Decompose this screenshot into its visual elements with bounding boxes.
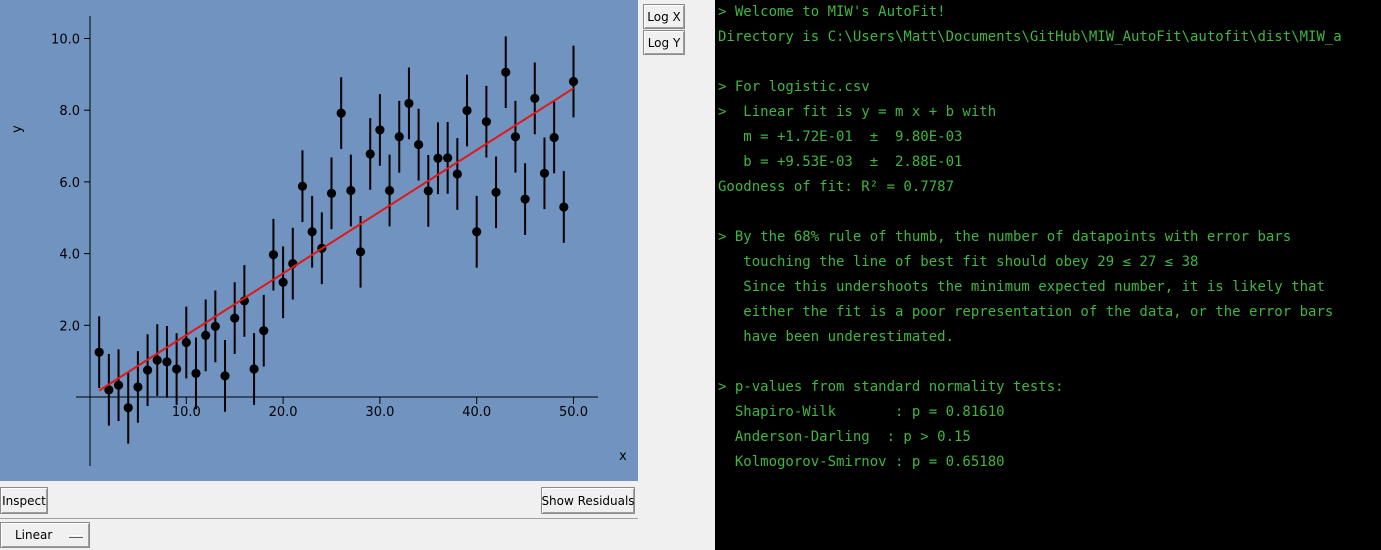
x-tick-label: 40.0 [462, 405, 491, 420]
data-point [210, 321, 220, 331]
console-line: Goodness of fit: R² = 0.7787 [718, 179, 955, 195]
data-point [326, 188, 337, 198]
data-point [559, 202, 569, 212]
y-tick-label: 10.0 [51, 33, 80, 48]
data-point [423, 186, 433, 196]
y-tick-label: 4.0 [59, 248, 80, 263]
data-point [549, 132, 559, 143]
data-point [220, 371, 230, 381]
dropdown-indicator-icon [69, 535, 83, 538]
y-tick-label: 8.0 [59, 104, 80, 119]
x-tick-label: 50.0 [559, 405, 588, 420]
fit-type-dropdown[interactable]: Linear [0, 522, 90, 548]
fit-line [98, 87, 575, 392]
x-tick-label: 10.0 [172, 405, 201, 420]
divider [0, 518, 638, 519]
data-point [452, 169, 462, 179]
data-point [539, 168, 550, 178]
inspect-button[interactable]: Inspect [0, 487, 48, 514]
data-point [491, 187, 501, 197]
data-point [355, 247, 366, 257]
data-point [172, 364, 182, 374]
data-point [472, 227, 482, 237]
console-line: either the fit is a poor representation … [718, 304, 1334, 320]
log-y-button[interactable]: Log Y [643, 30, 685, 55]
data-point [201, 330, 211, 340]
console-line: > p-values from standard normality tests… [718, 379, 1064, 395]
data-point [375, 125, 385, 135]
fit-line-group [98, 87, 575, 392]
data-point [297, 181, 308, 191]
fit-type-selected: Linear [15, 528, 53, 542]
data-point [501, 67, 511, 77]
console-line: touching the line of best fit should obe… [718, 254, 1199, 270]
console-line: > Linear fit is y = m x + b with [718, 104, 997, 120]
data-point [443, 153, 453, 163]
data-point [365, 149, 375, 159]
data-point [568, 76, 579, 87]
console-line: Shapiro-Wilk : p = 0.81610 [718, 404, 1005, 420]
console-line: Directory is C:\Users\Matt\Documents\Git… [718, 29, 1342, 45]
data-point [230, 313, 240, 323]
data-point [162, 357, 172, 367]
data-point [104, 385, 114, 395]
x-axis-ticks: 10.0 20.0 30.0 40.0 50.0 [172, 397, 588, 420]
console-line: > For logistic.csv [718, 79, 870, 95]
data-point [394, 132, 404, 142]
y-axis-ticks: 2.0 4.0 6.0 8.0 10.0 [51, 33, 90, 334]
data-point [191, 368, 201, 378]
data-point [336, 108, 346, 118]
data-point [404, 98, 414, 108]
data-point [414, 140, 424, 150]
data-point [152, 355, 162, 365]
plot-panel: 10.0 20.0 30.0 40.0 50.0 2.0 4.0 6.0 8.0 10.0 x … [0, 0, 638, 481]
x-tick-label: 30.0 [365, 405, 394, 420]
data-point [510, 132, 521, 142]
console-line: Kolmogorov-Smirnov : p = 0.65180 [718, 454, 1005, 470]
y-axis-label: y [10, 125, 25, 133]
console-line: have been underestimated. [718, 329, 955, 345]
show-residuals-button[interactable]: Show Residuals [541, 487, 635, 514]
data-point [142, 365, 153, 375]
console-line: Since this undershoots the minimum expec… [718, 279, 1325, 295]
data-point [268, 250, 279, 260]
console-output: > Welcome to MIW's AutoFit! Directory is … [715, 0, 1381, 550]
data-point [249, 364, 259, 374]
console-line: Anderson-Darling : p > 0.15 [718, 429, 971, 445]
x-axis-label: x [619, 449, 627, 464]
console-line: > Welcome to MIW's AutoFit! [718, 4, 946, 20]
console-line: b = +9.53E-03 ± 2.88E-01 [718, 154, 963, 170]
x-tick-label: 20.0 [269, 405, 298, 420]
console-line: > By the 68% rule of thumb, the number o… [718, 229, 1292, 245]
data-point [123, 403, 133, 413]
y-tick-label: 2.0 [59, 319, 80, 334]
data-point [346, 185, 356, 196]
data-point [462, 105, 472, 116]
data-point [278, 277, 288, 287]
scatter-plot: 10.0 20.0 30.0 40.0 50.0 2.04.06.08.010.0 x … [10, 16, 627, 466]
data-point [133, 382, 143, 392]
data-point [181, 337, 191, 348]
data-point [433, 153, 443, 163]
log-x-button[interactable]: Log X [643, 4, 685, 29]
data-point [94, 347, 104, 357]
data-point [113, 380, 124, 390]
y-tick-label: 6.0 [59, 176, 80, 191]
data-point [520, 194, 530, 204]
data-point [530, 93, 540, 103]
data-point [307, 227, 317, 237]
data-point [384, 185, 395, 196]
data-point [481, 117, 491, 127]
console-line: m = +1.72E-01 ± 9.80E-03 [718, 129, 963, 145]
data-point [259, 326, 269, 336]
